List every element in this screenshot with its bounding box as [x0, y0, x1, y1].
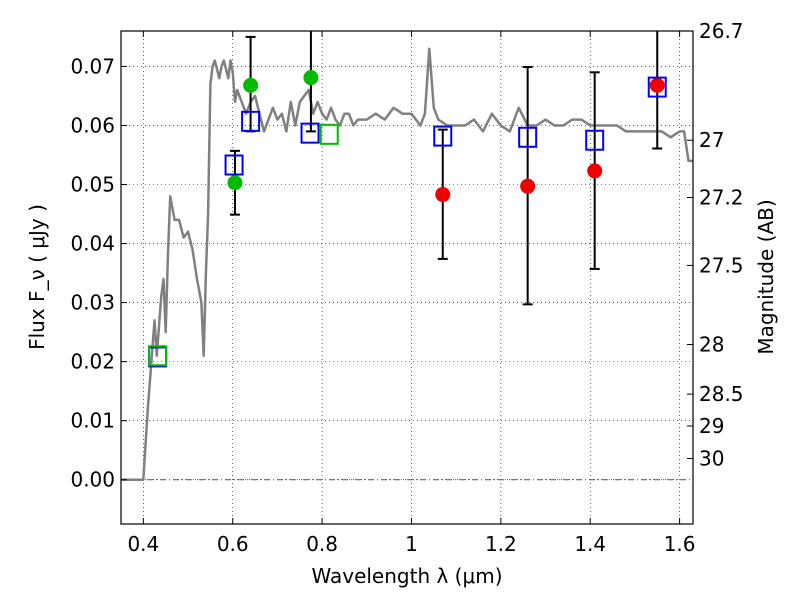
- y-tick-label-6: 0.06: [70, 113, 115, 137]
- x-tick-label-0: 0.4: [127, 532, 159, 556]
- model-points-square-2: [241, 110, 261, 132]
- model-points-square-7: [647, 76, 667, 98]
- plot-frame: [120, 30, 694, 525]
- green-points-2: [303, 70, 319, 86]
- right-tick-label-5: 28.5: [699, 382, 744, 406]
- y-tick-label-4: 0.04: [70, 232, 115, 256]
- red-points-1: [520, 178, 536, 194]
- y-axis-title: Flux F_ν ( μJy ): [25, 204, 49, 350]
- right-tick-label-0: 26.7: [699, 19, 744, 43]
- series-layer: [121, 47, 693, 481]
- x-tick-label-5: 1.4: [574, 532, 606, 556]
- x-ticks: 0.4 0.6 0.8 1 1.2 1.4 1.6: [127, 31, 696, 556]
- model-points-square-5: [518, 126, 538, 148]
- red-points-0: [435, 187, 451, 203]
- green-points-0: [227, 175, 243, 191]
- y-tick-label-5: 0.05: [70, 173, 115, 197]
- model-points-square-4: [433, 125, 453, 147]
- x-tick-label-4: 1.2: [485, 532, 517, 556]
- y-tick-label-3: 0.03: [70, 291, 115, 315]
- red-points-2: [587, 163, 603, 179]
- right-tick-label-2: 27.2: [699, 185, 744, 209]
- y-ticks: 0.00 0.01 0.02 0.03 0.04 0.05 0.06 0.07: [70, 54, 127, 492]
- model-points-square-6: [585, 129, 605, 151]
- red-points-3: [649, 77, 665, 93]
- x-tick-label-3: 1: [405, 532, 418, 556]
- marker-layer: [148, 70, 667, 368]
- right-tick-label-6: 29: [699, 414, 724, 438]
- x-tick-label-6: 1.6: [664, 532, 696, 556]
- green-squares-square-1: [319, 123, 339, 145]
- model-points-square-3: [300, 122, 320, 144]
- x-tick-label-2: 0.8: [306, 532, 338, 556]
- model-spectrum-line: [121, 47, 693, 481]
- y-tick-label-7: 0.07: [70, 54, 115, 78]
- right-ticks: 26.7 27 27.2 27.5 28 28.5 29 30: [687, 19, 744, 470]
- right-tick-label-7: 30: [699, 446, 724, 470]
- green-points-1: [243, 77, 259, 93]
- green-squares-square-0: [148, 345, 168, 367]
- right-tick-label-3: 27.5: [699, 253, 744, 277]
- y-tick-label-0: 0.00: [70, 468, 115, 492]
- x-tick-label-1: 0.6: [217, 532, 249, 556]
- right-axis-title: Magnitude (AB): [754, 199, 778, 354]
- right-tick-label-4: 28: [699, 333, 724, 357]
- x-axis-title: Wavelength λ (μm): [311, 564, 502, 588]
- y-tick-label-1: 0.01: [70, 409, 115, 433]
- model-points-square-1: [224, 154, 244, 176]
- right-tick-label-1: 27: [699, 128, 724, 152]
- y-tick-label-2: 0.02: [70, 350, 115, 374]
